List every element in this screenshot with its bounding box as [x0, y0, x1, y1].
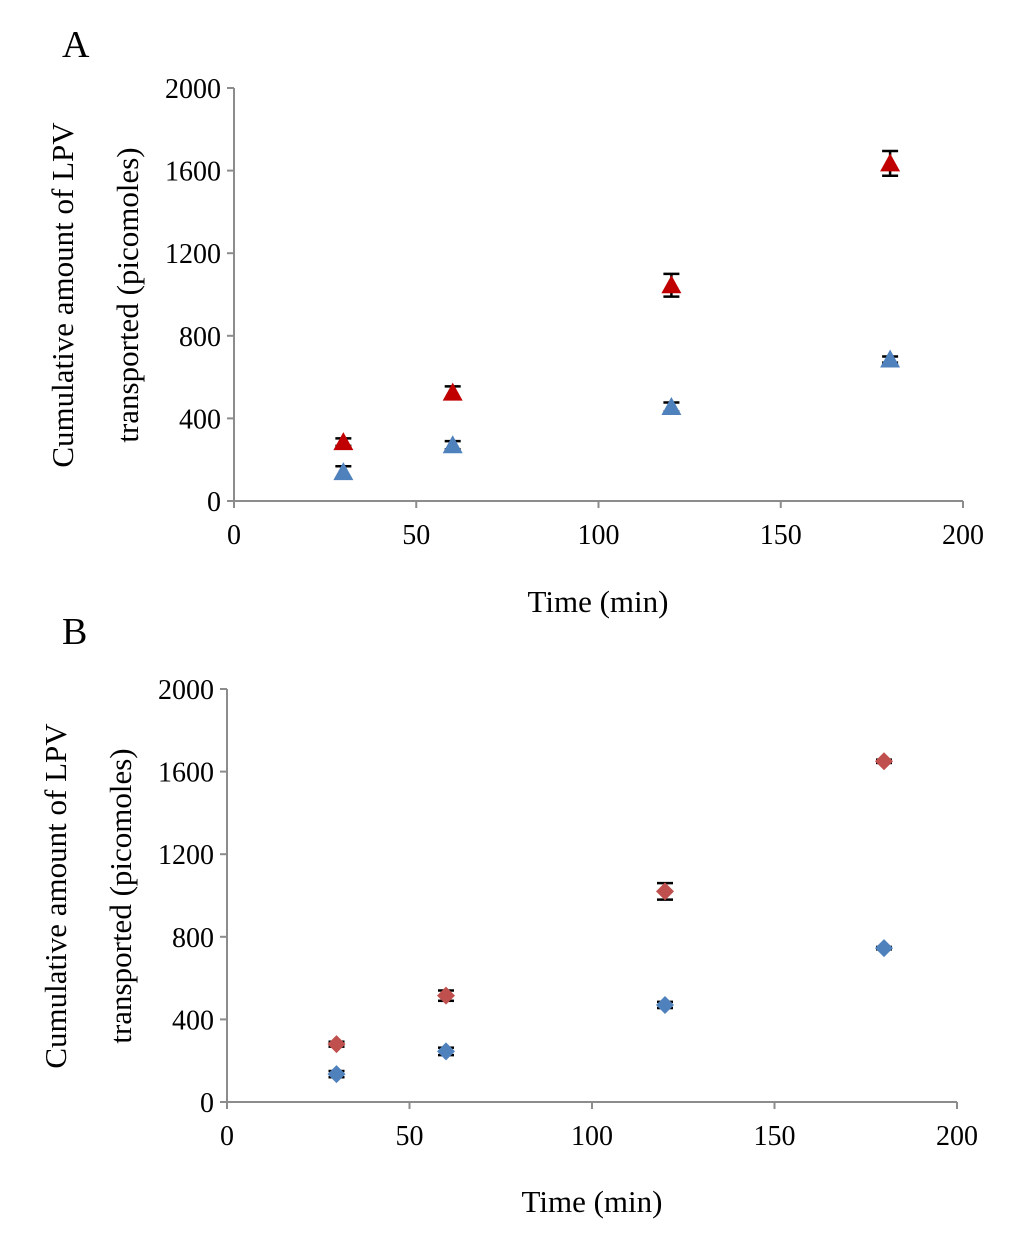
panel-a-y-axis-title-line-2: transported (picomoles): [110, 147, 145, 442]
panel-a-red-point: [880, 153, 901, 172]
panel-a-red-point: [442, 382, 463, 401]
panel-a-y-tick-label: 1200: [165, 239, 221, 270]
panel-b-y-axis-title-line-1: Cumulative amount of LPV: [38, 723, 73, 1069]
panel-a-x-tick-label: 50: [402, 520, 430, 551]
panel-a-y-tick-label: 800: [179, 322, 221, 353]
panel-a-series-blue: [333, 349, 901, 481]
panel-b-y-tick-label: 800: [172, 923, 214, 954]
panel-b-label: B: [62, 611, 87, 653]
panel-b-series-red: [327, 752, 893, 1054]
panel-b-y-tick-label: 1200: [158, 840, 214, 871]
panel-b-x-axis-title: Time (min): [522, 1184, 663, 1219]
panel-a-y-tick-label: 400: [179, 404, 221, 435]
panel-a-y-axis-title-line-1: Cumulative amount of LPV: [45, 122, 80, 468]
panel-a-y-tick-label: 0: [207, 487, 221, 518]
panel-a-blue-point: [442, 435, 463, 454]
panel-b-x-tick-label: 200: [936, 1121, 978, 1152]
panel-b: B Cumulative amount of LPV transported (…: [38, 611, 978, 1219]
panel-a-red-point: [333, 432, 354, 451]
panel-b-y-tick-label: 2000: [158, 675, 214, 706]
panel-b-blue-point: [875, 939, 893, 958]
panel-a-y-tick-label: 2000: [165, 74, 221, 105]
panel-b-blue-point: [327, 1065, 346, 1084]
panel-b-blue-point: [437, 1042, 455, 1061]
panel-b-x-tick-label: 50: [396, 1121, 424, 1152]
panel-a-series-red: [333, 149, 901, 451]
panel-a-red-point: [661, 275, 682, 294]
panel-b-red-point: [327, 1035, 346, 1054]
panel-b-x-tick-label: 0: [220, 1121, 234, 1152]
panel-a-x-tick-label: 0: [227, 520, 241, 551]
panel-a-x-tick-label: 100: [578, 520, 620, 551]
panel-a-label: A: [62, 24, 90, 66]
panel-b-series-blue: [327, 939, 893, 1084]
panel-b-red-point: [875, 752, 893, 771]
panel-b-y-tick-label: 0: [200, 1088, 214, 1119]
panel-a-x-tick-label: 200: [942, 520, 984, 551]
panel-a: A Cumulative amount of LPV transported (…: [45, 24, 984, 619]
panel-b-x-tick-label: 100: [571, 1121, 613, 1152]
panel-a-x-tick-label: 150: [760, 520, 802, 551]
panel-b-blue-point: [656, 995, 674, 1014]
panel-a-blue-point: [880, 349, 901, 368]
panel-b-y-tick-label: 1600: [158, 758, 214, 789]
panel-a-blue-point: [661, 397, 682, 416]
panel-a-blue-point: [333, 462, 354, 481]
panel-b-red-point: [437, 986, 455, 1005]
panel-a-x-axis-title: Time (min): [528, 584, 669, 619]
panel-b-red-point: [656, 882, 674, 901]
panel-b-y-axis-title-line-2: transported (picomoles): [103, 748, 138, 1043]
panel-b-x-tick-label: 150: [754, 1121, 796, 1152]
panel-b-y-tick-label: 400: [172, 1005, 214, 1036]
panel-a-y-tick-label: 1600: [165, 157, 221, 188]
